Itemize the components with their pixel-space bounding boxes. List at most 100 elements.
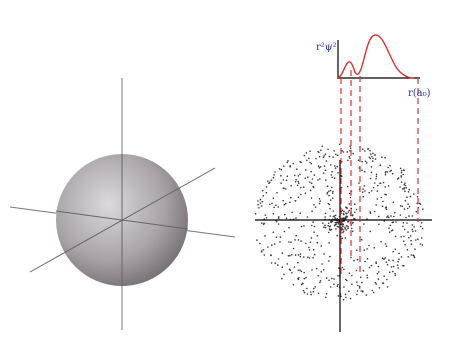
cloud-dot xyxy=(297,262,299,264)
cloud-dot xyxy=(370,158,372,160)
cloud-dot xyxy=(327,149,329,151)
cloud-dot xyxy=(366,162,368,164)
cloud-dot xyxy=(300,256,302,258)
cloud-dot xyxy=(348,291,350,293)
cloud-dot xyxy=(342,226,344,228)
cloud-dot xyxy=(325,227,327,229)
cloud-dot xyxy=(314,174,316,176)
cloud-dot xyxy=(406,187,408,189)
cloud-dot xyxy=(422,228,424,230)
cloud-dot xyxy=(257,200,259,202)
cloud-dot xyxy=(263,249,265,251)
cloud-dot xyxy=(307,256,309,258)
cloud-dot xyxy=(356,249,358,251)
cloud-dot xyxy=(297,181,299,183)
cloud-dot xyxy=(319,198,321,200)
cloud-dot xyxy=(294,175,296,177)
cloud-dot xyxy=(385,257,387,259)
cloud-dot xyxy=(389,171,391,173)
cloud-dot xyxy=(284,214,286,216)
electron-cloud xyxy=(255,144,424,301)
cloud-dot xyxy=(336,226,338,228)
cloud-dot xyxy=(378,216,380,218)
cloud-dot xyxy=(348,221,350,223)
cloud-dot xyxy=(291,272,293,274)
cloud-dot xyxy=(364,185,366,187)
cloud-dot xyxy=(267,246,269,248)
cloud-dot xyxy=(364,261,366,263)
cloud-dot xyxy=(360,290,362,292)
cloud-dot xyxy=(385,243,387,245)
cloud-dot xyxy=(377,190,379,192)
cloud-dot xyxy=(358,182,360,184)
cloud-dot xyxy=(350,257,352,259)
cloud-dot xyxy=(361,239,363,241)
cloud-dot xyxy=(278,216,280,218)
cloud-dot xyxy=(402,174,404,176)
cloud-dot xyxy=(372,158,374,160)
cloud-dot xyxy=(321,263,323,265)
cloud-dot xyxy=(402,188,404,190)
cloud-dot xyxy=(319,282,321,284)
cloud-dot xyxy=(295,217,297,219)
cloud-dot xyxy=(279,168,281,170)
cloud-dot xyxy=(266,217,268,219)
cloud-dot xyxy=(421,222,423,224)
cloud-dot xyxy=(408,237,410,239)
cloud-dot xyxy=(295,254,297,256)
cloud-dot xyxy=(303,225,305,227)
cloud-dot xyxy=(318,293,320,295)
cloud-dot xyxy=(344,226,346,228)
cloud-dot xyxy=(262,201,264,203)
cloud-dot xyxy=(330,199,332,201)
cloud-dot xyxy=(267,180,269,182)
cloud-dot xyxy=(326,160,328,162)
cloud-dot xyxy=(407,208,409,210)
cloud-dot xyxy=(343,269,345,271)
cloud-dot xyxy=(328,203,330,205)
cloud-dot xyxy=(322,222,324,224)
cloud-dot xyxy=(337,218,339,220)
cloud-dot xyxy=(299,212,301,214)
cloud-dot xyxy=(317,275,319,277)
cloud-dot xyxy=(329,229,331,231)
cloud-dot xyxy=(375,262,377,264)
cloud-dot xyxy=(287,175,289,177)
cloud-dot xyxy=(283,187,285,189)
cloud-dot xyxy=(312,221,314,223)
cloud-dot xyxy=(329,208,331,210)
cloud-dot xyxy=(372,153,374,155)
cloud-dot xyxy=(330,164,332,166)
cloud-dot xyxy=(390,215,392,217)
cloud-dot xyxy=(278,258,280,260)
cloud-dot xyxy=(374,154,376,156)
cloud-dot xyxy=(324,165,326,167)
cloud-dot xyxy=(294,239,296,241)
cloud-dot xyxy=(317,242,319,244)
cloud-dot xyxy=(300,194,302,196)
cloud-dot xyxy=(417,238,419,240)
cloud-dot xyxy=(385,207,387,209)
cloud-dot xyxy=(293,284,295,286)
cloud-dot xyxy=(397,261,399,263)
cloud-dot xyxy=(414,257,416,259)
cloud-dot xyxy=(263,223,265,225)
cloud-dot xyxy=(324,225,326,227)
cloud-dot xyxy=(344,228,346,230)
cloud-dot xyxy=(358,159,360,161)
cloud-dot xyxy=(287,162,289,164)
cloud-dot xyxy=(284,231,286,233)
cloud-dot xyxy=(321,145,323,147)
cloud-dot xyxy=(298,197,300,199)
cloud-dot xyxy=(311,183,313,185)
cloud-dot xyxy=(273,174,275,176)
cloud-dot xyxy=(329,226,331,228)
cloud-dot xyxy=(350,208,352,210)
cloud-dot xyxy=(325,179,327,181)
cloud-dot xyxy=(403,170,405,172)
x-axis-label: r(a₀) xyxy=(408,88,431,99)
cloud-dot xyxy=(313,249,315,251)
cloud-dot xyxy=(271,203,273,205)
cloud-dot xyxy=(362,188,364,190)
cloud-dot xyxy=(334,225,336,227)
